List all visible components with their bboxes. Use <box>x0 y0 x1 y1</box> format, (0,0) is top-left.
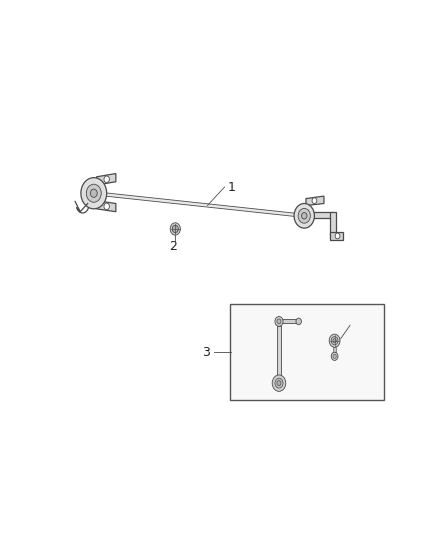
Circle shape <box>172 225 178 232</box>
Polygon shape <box>96 200 116 212</box>
Circle shape <box>275 317 283 326</box>
Circle shape <box>104 203 110 209</box>
Circle shape <box>86 184 101 202</box>
Text: 2: 2 <box>170 240 177 253</box>
Text: 4: 4 <box>352 317 360 330</box>
Circle shape <box>335 233 340 239</box>
Polygon shape <box>330 232 343 240</box>
Circle shape <box>104 176 110 183</box>
Circle shape <box>301 213 307 219</box>
Polygon shape <box>96 174 116 185</box>
Circle shape <box>333 354 336 358</box>
Circle shape <box>90 189 97 197</box>
Circle shape <box>331 352 338 360</box>
Circle shape <box>331 337 338 345</box>
Circle shape <box>170 223 180 235</box>
Circle shape <box>296 318 301 325</box>
Bar <box>333 348 336 352</box>
Circle shape <box>272 375 286 391</box>
Bar <box>277 326 281 378</box>
Circle shape <box>277 381 281 385</box>
Bar <box>230 304 384 400</box>
Text: 1: 1 <box>228 181 236 193</box>
Polygon shape <box>330 212 336 238</box>
Text: 3: 3 <box>202 346 210 359</box>
Circle shape <box>277 319 281 324</box>
Polygon shape <box>306 196 324 206</box>
Polygon shape <box>303 212 333 218</box>
Circle shape <box>298 208 311 223</box>
Bar <box>283 319 299 324</box>
Circle shape <box>275 378 283 388</box>
Circle shape <box>312 198 317 204</box>
Circle shape <box>329 334 340 348</box>
Circle shape <box>294 204 314 228</box>
Polygon shape <box>94 191 304 217</box>
Circle shape <box>333 338 336 343</box>
Circle shape <box>81 177 107 209</box>
